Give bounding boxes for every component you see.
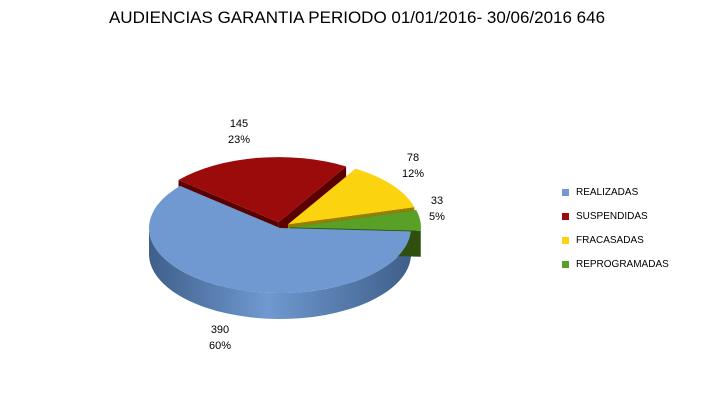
legend-label-realizadas: REALIZADAS <box>576 186 639 198</box>
legend-label-reprogramadas: REPROGRAMADAS <box>576 258 669 270</box>
legend-label-suspendidas: SUSPENDIDAS <box>576 210 648 222</box>
label-reprogramadas-value: 33 <box>430 195 444 207</box>
chart-legend: REALIZADAS SUSPENDIDAS FRACASADAS REPROG… <box>562 186 669 282</box>
label-fracasadas-value: 78 <box>406 152 420 164</box>
pie-slice-reprogramadas <box>289 210 421 231</box>
label-realizadas: 390 60% <box>195 322 245 354</box>
pie-slice-suspendidas <box>178 157 347 223</box>
slice-wall-realizadas <box>149 228 411 319</box>
legend-item-suspendidas: SUSPENDIDAS <box>562 210 669 222</box>
label-realizadas-value: 390 <box>210 324 230 336</box>
legend-swatch-suspendidas <box>562 212 569 220</box>
legend-item-reprogramadas: REPROGRAMADAS <box>562 258 669 270</box>
pie-slice-realizadas <box>148 185 411 294</box>
label-suspendidas: 145 23% <box>214 116 264 148</box>
legend-swatch-reprogramadas <box>562 260 569 268</box>
legend-item-realizadas: REALIZADAS <box>562 186 669 198</box>
label-reprogramadas-percent: 5% <box>429 211 445 223</box>
legend-swatch-realizadas <box>562 188 569 196</box>
label-realizadas-percent: 60% <box>208 340 232 352</box>
label-suspendidas-value: 145 <box>229 118 249 130</box>
legend-item-fracasadas: FRACASADAS <box>562 234 669 246</box>
chart-title: AUDIENCIAS GARANTIA PERIODO 01/01/2016- … <box>108 8 606 27</box>
label-fracasadas-percent: 12% <box>401 168 425 180</box>
pie-slice-fracasadas <box>287 168 415 225</box>
label-fracasadas: 78 12% <box>388 150 438 182</box>
label-reprogramadas: 33 5% <box>412 193 462 225</box>
legend-label-fracasadas: FRACASADAS <box>576 234 644 246</box>
label-suspendidas-percent: 23% <box>227 134 251 146</box>
legend-swatch-fracasadas <box>562 236 569 244</box>
